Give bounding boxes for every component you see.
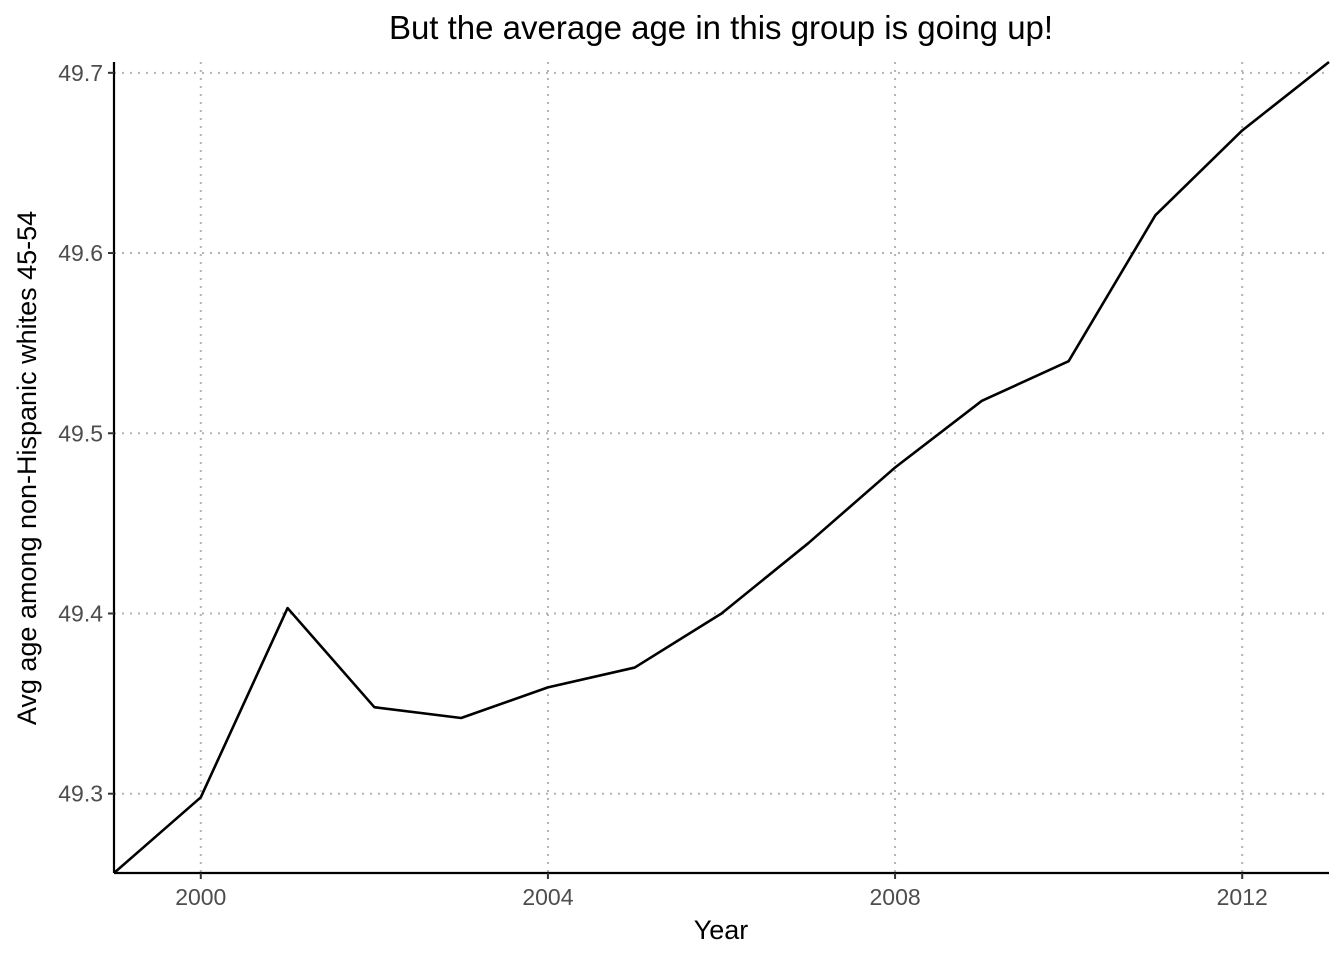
x-axis-title: Year [694, 915, 749, 945]
x-tick-label: 2004 [522, 884, 573, 910]
y-tick-label: 49.7 [58, 60, 103, 86]
y-tick-label: 49.6 [58, 240, 103, 266]
tick-labels: 2000 2004 2008 2012 49.3 49.4 49.5 49.6 49.7 [58, 60, 1268, 910]
x-tick-label: 2012 [1217, 884, 1268, 910]
series-line [113, 60, 1330, 874]
y-tick-label: 49.4 [58, 600, 103, 626]
x-tick-label: 2000 [175, 884, 226, 910]
grid-lines [114, 62, 1329, 873]
axes [108, 62, 1329, 879]
data-series [113, 60, 1330, 874]
x-tick-label: 2008 [869, 884, 920, 910]
y-tick-label: 49.3 [58, 781, 103, 807]
y-axis-title: Avg age among non-Hispanic whites 45-54 [12, 211, 42, 725]
chart-title: But the average age in this group is goi… [389, 9, 1053, 46]
y-tick-label: 49.5 [58, 420, 103, 446]
